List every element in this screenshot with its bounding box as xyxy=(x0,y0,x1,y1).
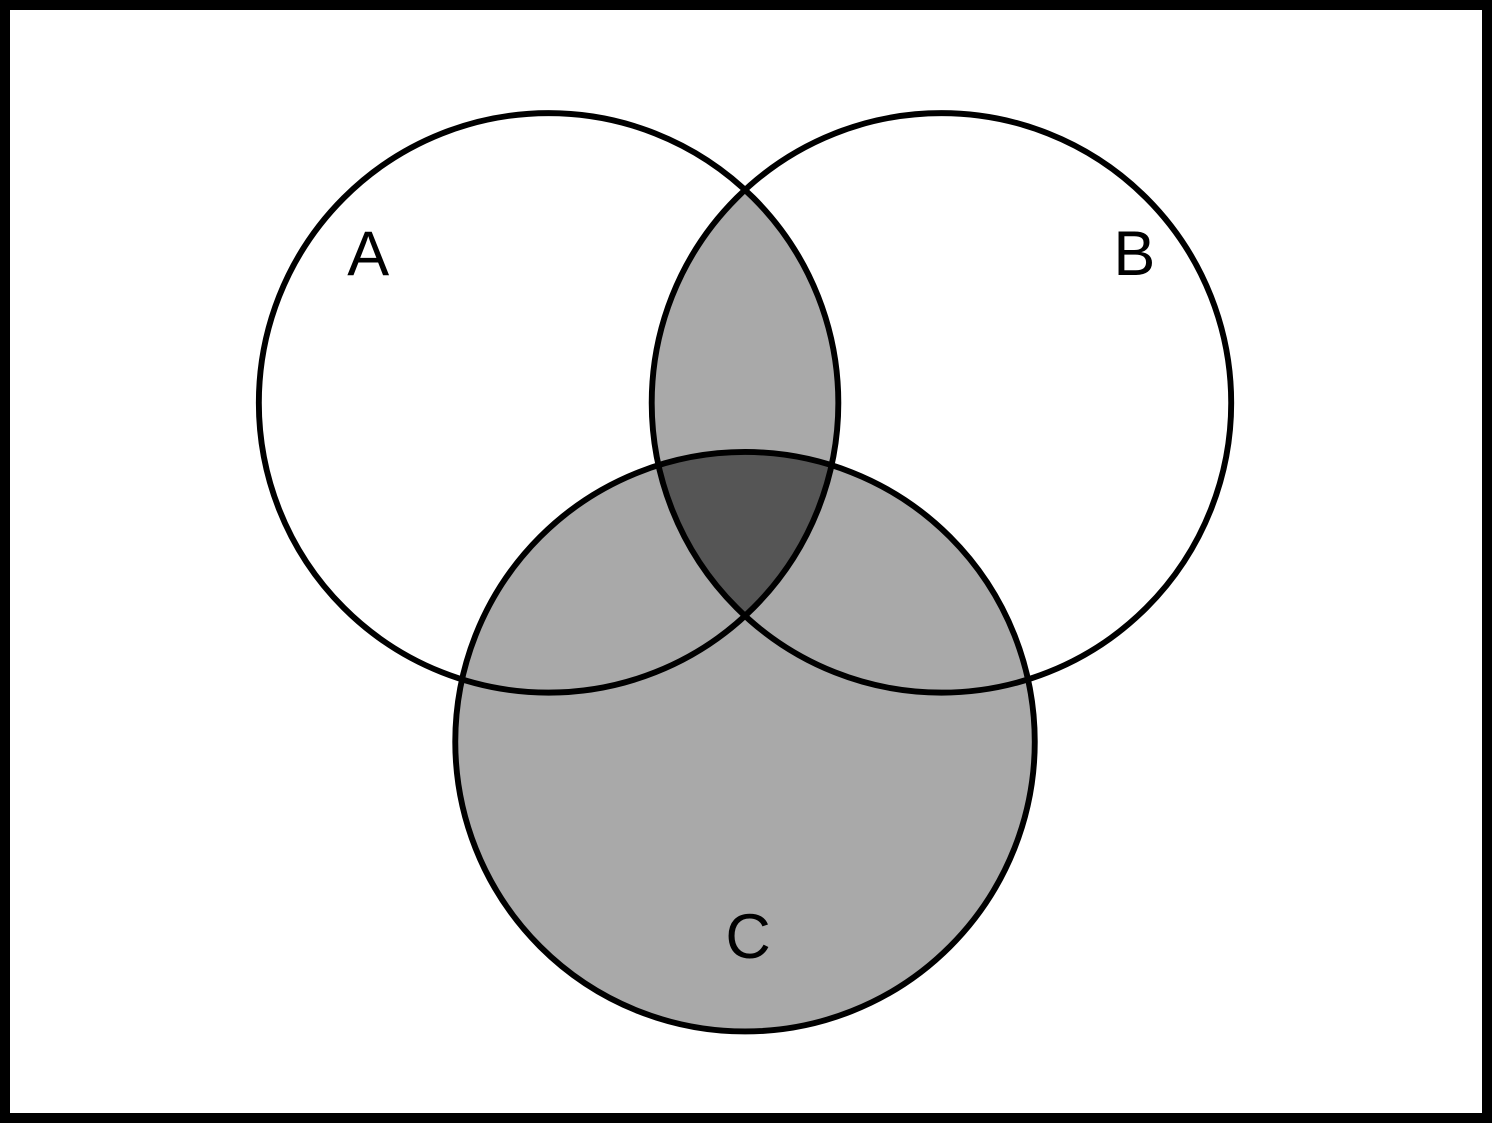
label-c: C xyxy=(725,902,770,972)
label-b: B xyxy=(1113,219,1155,289)
diagram-frame: A B C xyxy=(0,0,1492,1123)
label-a: A xyxy=(347,219,389,289)
venn-diagram: A B C xyxy=(10,10,1482,1113)
